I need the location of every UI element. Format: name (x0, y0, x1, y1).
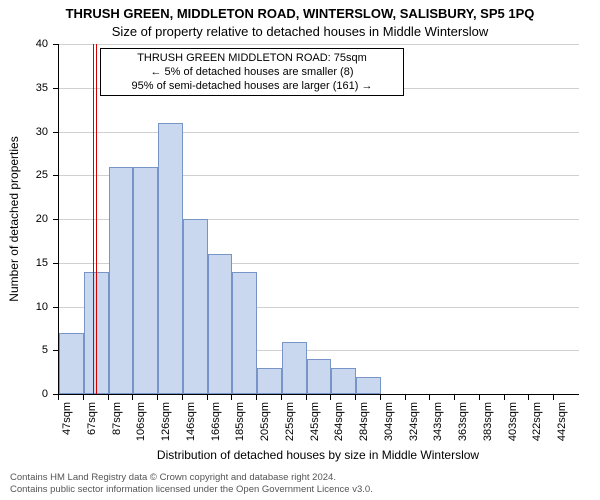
ytick-mark (53, 307, 58, 308)
marker-line (96, 44, 97, 394)
xtick-mark (528, 395, 529, 400)
histogram-bar (59, 333, 84, 394)
xtick-mark (306, 395, 307, 400)
annotation-line: THRUSH GREEN MIDDLETON ROAD: 75sqm (107, 51, 397, 65)
xtick-mark (454, 395, 455, 400)
marker-line (93, 44, 94, 394)
xtick-mark (256, 395, 257, 400)
xtick-mark (330, 395, 331, 400)
x-axis-label: Distribution of detached houses by size … (58, 448, 578, 462)
histogram-bar (183, 219, 208, 394)
ytick-mark (53, 350, 58, 351)
histogram-bar (257, 368, 282, 394)
xtick-mark (83, 395, 84, 400)
histogram-bar (158, 123, 183, 394)
histogram-bar (109, 167, 133, 395)
annotation-box: THRUSH GREEN MIDDLETON ROAD: 75sqm← 5% o… (100, 48, 404, 96)
histogram-bar (133, 167, 158, 395)
gridline (59, 44, 579, 45)
xtick-mark (157, 395, 158, 400)
xtick-mark (380, 395, 381, 400)
footer: Contains HM Land Registry data © Crown c… (10, 472, 373, 496)
xtick-mark (429, 395, 430, 400)
ytick-mark (53, 175, 58, 176)
xtick-mark (281, 395, 282, 400)
xtick-mark (479, 395, 480, 400)
xtick-mark (231, 395, 232, 400)
xtick-mark (132, 395, 133, 400)
title-line2: Size of property relative to detached ho… (0, 24, 600, 39)
histogram-bar (232, 272, 257, 395)
xtick-mark (355, 395, 356, 400)
xtick-mark (58, 395, 59, 400)
histogram-bar (282, 342, 307, 395)
histogram-bar (331, 368, 356, 394)
title-line1: THRUSH GREEN, MIDDLETON ROAD, WINTERSLOW… (0, 6, 600, 21)
ytick-mark (53, 44, 58, 45)
annotation-line: ← 5% of detached houses are smaller (8) (107, 65, 397, 79)
histogram-bar (307, 359, 331, 394)
annotation-line: 95% of semi-detached houses are larger (… (107, 79, 397, 93)
gridline (59, 132, 579, 133)
xtick-mark (504, 395, 505, 400)
xtick-mark (553, 395, 554, 400)
footer-line: Contains HM Land Registry data © Crown c… (10, 472, 373, 484)
histogram-bar (356, 377, 381, 395)
plot-area (58, 44, 579, 395)
y-axis-label-wrap: Number of detached properties (2, 44, 16, 394)
y-axis-label: Number of detached properties (7, 136, 21, 301)
histogram-bar (208, 254, 232, 394)
ytick-mark (53, 88, 58, 89)
ytick-mark (53, 263, 58, 264)
xtick-mark (207, 395, 208, 400)
xtick-mark (405, 395, 406, 400)
ytick-mark (53, 132, 58, 133)
xtick-mark (108, 395, 109, 400)
xtick-mark (182, 395, 183, 400)
ytick-mark (53, 219, 58, 220)
footer-line: Contains public sector information licen… (10, 484, 373, 496)
